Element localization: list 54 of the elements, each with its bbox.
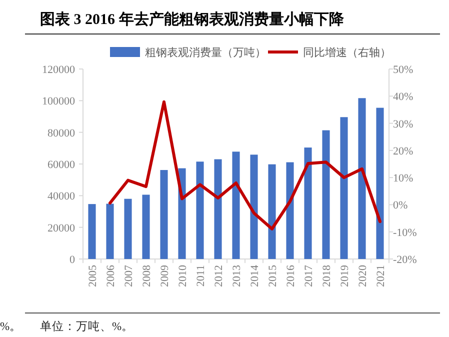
bar (232, 152, 240, 259)
x-tick-label: 2017 (303, 264, 315, 287)
x-tick-label: 2007 (123, 264, 135, 287)
x-tick-label: 2021 (375, 265, 387, 287)
x-tick-label: 2008 (141, 264, 153, 287)
y-tick-label: 0 (70, 254, 76, 266)
x-tick-label: 2014 (249, 264, 261, 287)
y-tick-label: 40000 (48, 190, 76, 203)
y-tick-label: 120000 (42, 64, 76, 76)
legend-label: 粗钢表观消费量（万吨） (145, 46, 266, 59)
x-tick-label: 2020 (357, 264, 369, 287)
bar (250, 154, 258, 259)
chart-title: 图表 3 2016 年去产能粗钢表观消费量小幅下降 (40, 11, 345, 28)
bar (88, 204, 96, 259)
x-tick-label: 2016 (285, 264, 297, 287)
x-tick-label: 2012 (213, 265, 225, 287)
y2-tick-label: 10% (393, 172, 414, 185)
bar (340, 117, 348, 259)
x-tick-label: 2019 (339, 264, 351, 287)
bar (358, 98, 366, 259)
y2-tick-label: 40% (393, 91, 414, 104)
bar (196, 162, 204, 259)
y2-tick-label: -10% (393, 226, 417, 239)
x-tick-label: 2005 (87, 264, 99, 287)
bar (268, 164, 276, 259)
y-tick-label: 20000 (48, 222, 76, 234)
x-tick-label: 2010 (177, 264, 189, 287)
y-tick-label: 80000 (48, 127, 76, 140)
bar (124, 198, 132, 259)
bar (142, 194, 150, 259)
bar (286, 162, 294, 259)
y2-tick-label: 0% (393, 200, 408, 212)
x-tick-label: 2009 (159, 264, 171, 287)
bar (322, 130, 330, 259)
line-series (108, 100, 382, 230)
x-tick-label: 2018 (321, 264, 333, 287)
bar (214, 159, 222, 259)
y-tick-label: 60000 (48, 159, 76, 171)
bar (160, 170, 168, 259)
y2-tick-label: 20% (393, 145, 414, 158)
legend-label: 同比增速（右轴） (303, 46, 391, 59)
y2-tick-label: 30% (393, 118, 414, 130)
text: 单位：万吨、%。 (40, 320, 134, 333)
bar (106, 204, 114, 259)
y-tick-label: 100000 (42, 96, 76, 108)
x-tick-label: 2006 (105, 264, 117, 287)
x-tick-label: 2013 (231, 264, 243, 287)
y2-tick-label: -20% (393, 254, 417, 266)
text: %。 (0, 321, 22, 333)
x-tick-label: 2011 (195, 265, 207, 287)
y2-tick-label: 50% (393, 64, 414, 76)
x-tick-label: 2015 (267, 264, 279, 287)
bar (376, 108, 384, 259)
bar (304, 148, 312, 259)
